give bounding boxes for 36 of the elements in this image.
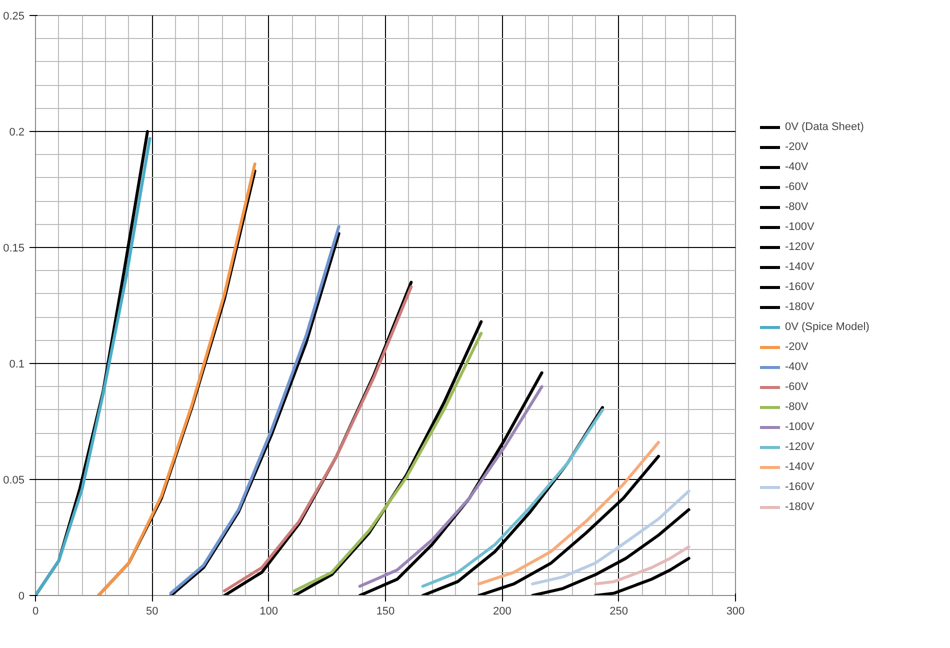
legend-label: -100V (785, 420, 814, 434)
legend-label: -40V (785, 160, 808, 174)
legend-label: -160V (785, 480, 814, 494)
legend-label: -160V (785, 280, 814, 294)
legend-label: -140V (785, 460, 814, 474)
y-tick-label: 0.2 (9, 126, 25, 138)
legend-label: -80V (785, 200, 808, 214)
legend-label: -180V (785, 300, 814, 314)
y-tick-label: 0.05 (3, 474, 25, 486)
legend-label: -100V (785, 220, 814, 234)
x-tick-label: 200 (492, 606, 512, 618)
x-tick-label: 50 (146, 606, 158, 618)
legend-label: -120V (785, 240, 814, 254)
legend-label: -20V (785, 140, 808, 154)
legend-label: 0V (Data Sheet) (785, 120, 864, 134)
legend-label: -60V (785, 380, 808, 394)
legend-label: -80V (785, 400, 808, 414)
y-tick-label: 0.25 (3, 10, 25, 22)
line-series (477, 440, 660, 586)
legend-label: -40V (785, 360, 808, 374)
x-tick-label: 300 (726, 606, 745, 618)
legend-label: -120V (785, 440, 814, 454)
line-series (594, 545, 690, 586)
legend-label: -20V (785, 340, 808, 354)
y-tick-label: 0.15 (3, 242, 25, 254)
y-tick-label: 0 (18, 590, 25, 602)
y-tick-label: 0.1 (9, 358, 25, 370)
x-tick-label: 0 (32, 606, 39, 618)
legend-label: -60V (785, 180, 808, 194)
legend-label: -140V (785, 260, 814, 274)
legend-label: -180V (785, 500, 814, 514)
x-tick-label: 250 (610, 606, 628, 618)
line-series (531, 490, 690, 586)
x-tick-label: 100 (260, 606, 278, 618)
legend-label: 0V (Spice Model) (785, 320, 870, 334)
x-tick-label: 150 (376, 606, 395, 618)
